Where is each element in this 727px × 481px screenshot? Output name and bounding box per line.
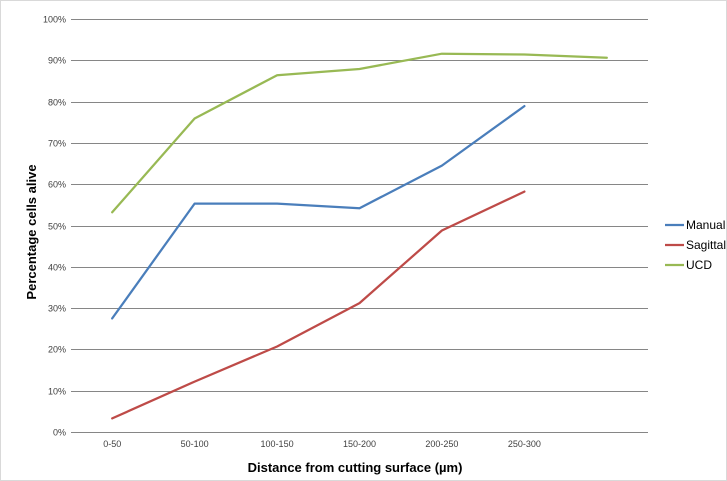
y-tick-label: 90% (48, 56, 66, 66)
y-tick-label: 40% (48, 263, 66, 273)
gridlines (71, 19, 648, 433)
y-tick-label: 10% (48, 387, 66, 397)
y-tick-label: 80% (48, 98, 66, 108)
y-tick-label: 100% (43, 15, 66, 25)
x-tick-label: 0-50 (103, 439, 121, 449)
x-tick-label: 100-150 (261, 439, 294, 449)
y-axis-title: Percentage cells alive (24, 164, 39, 299)
legend: Manual Sagittal UCD (665, 218, 726, 272)
y-tick-labels: 0% 10% 20% 30% 40% 50% 60% 70% 80% 90% 100% (43, 15, 66, 438)
legend-label-manual: Manual (686, 218, 725, 232)
y-tick-label: 0% (53, 428, 66, 438)
x-tick-label: 50-100 (181, 439, 209, 449)
x-tick-labels: 0-50 50-100 100-150 150-200 200-250 250-300 (103, 439, 541, 449)
y-tick-label: 50% (48, 222, 66, 232)
series-lines (111, 52, 608, 420)
x-tick-label: 200-250 (425, 439, 458, 449)
y-tick-label: 60% (48, 180, 66, 190)
series-line-ucd (111, 52, 608, 214)
y-tick-label: 30% (48, 304, 66, 314)
legend-label-sagittal: Sagittal (686, 238, 726, 252)
y-tick-label: 70% (48, 139, 66, 149)
series-line-sagittal (111, 190, 526, 420)
x-tick-label: 250-300 (508, 439, 541, 449)
legend-label-ucd: UCD (686, 258, 712, 272)
series-line-manual (111, 104, 526, 320)
y-tick-label: 20% (48, 345, 66, 355)
x-axis-title: Distance from cutting surface (µm) (248, 460, 463, 475)
x-tick-label: 150-200 (343, 439, 376, 449)
